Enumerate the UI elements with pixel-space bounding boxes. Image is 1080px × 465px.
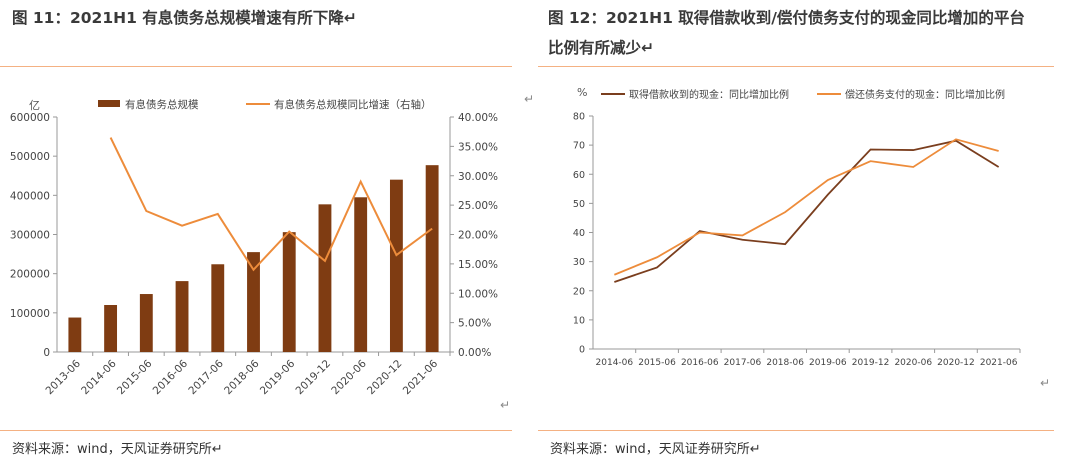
y-tick-label: 80 [573,112,585,123]
right-top-return-mark: ↵ [524,92,535,106]
legend-line-label: 有息债务总规模同比增速（右轴） [274,98,432,111]
series-line-2 [614,138,999,276]
right-y-tick-label: 25.00% [458,200,498,212]
x-tick-label: 2019-06 [258,357,298,397]
x-tick-label: 2020-06 [329,357,369,397]
x-tick-label: 2018-06 [766,358,804,368]
x-tick-label: 2014-06 [596,358,634,368]
x-tick-label: 2020-12 [365,358,405,398]
x-tick-label: 2013-06 [43,357,83,397]
right-chart-title-line2: 比例有所减少↵ [548,39,654,57]
x-tick-label: 2019-12 [294,358,334,398]
y-unit-label: 亿 [29,99,40,112]
bar [354,197,368,352]
left-y-tick-label: 100000 [10,308,50,320]
bar [211,264,225,352]
left-y-tick-label: 300000 [10,230,50,242]
bar [425,165,439,352]
legend-bar-swatch [98,100,120,107]
bar [139,294,153,352]
left-chart: 有息债务总规模 有息债务总规模同比增速（右轴） 亿 0 100000 200000 300… [10,98,498,398]
y-tick-label: 60 [573,170,585,181]
right-lines [614,138,1000,283]
right-source: 资料来源：wind，天风证券研究所↵ [550,442,761,457]
left-y-tick-label: 200000 [10,269,50,281]
x-tick-label: 2021-06 [401,357,441,397]
left-return-mark: ↵ [500,398,511,412]
bar [175,281,189,352]
left-legend: 有息债务总规模 有息债务总规模同比增速（右轴） [98,98,432,111]
x-tick-label: 2015-06 [638,358,676,368]
x-tick-label: 2017-06 [186,357,226,397]
x-tick-label: 2015-06 [115,357,155,397]
right-y-tick-label: 5.00% [458,318,491,330]
right-source-rule [538,430,1054,431]
right-y-tick-label: 35.00% [458,141,498,153]
x-tick-label: 2020-12 [937,358,975,368]
right-return-mark: ↵ [1040,376,1051,390]
x-tick-label: 2014-06 [79,357,119,397]
y-tick-label: 70 [573,141,585,152]
left-source: 资料来源：wind，天风证券研究所↵ [12,442,223,457]
legend-bar-label: 有息债务总规模 [125,98,199,111]
right-axes [589,115,1021,353]
right-legend: 取得借款收到的现金：同比增加比例 偿还债务支付的现金：同比增加比例 [601,88,1005,101]
x-tick-label: 2019-12 [852,358,890,368]
left-y-tick-label: 500000 [10,151,50,163]
right-chart: 取得借款收到的现金：同比增加比例 偿还债务支付的现金：同比增加比例 % 0 10 20 3… [573,86,1021,368]
left-y-tick-label: 400000 [10,190,50,202]
bar [282,232,296,352]
y-tick-label: 30 [573,257,585,268]
right-y-tick-label: 15.00% [458,259,498,271]
y-tick-label: 10 [573,315,585,326]
legend-label-1: 取得借款收到的现金：同比增加比例 [629,88,789,101]
left-source-rule [0,430,512,431]
y-tick-label: 40 [573,228,585,239]
x-tick-label: 2018-06 [222,357,262,397]
y-tick-label: 20 [573,286,585,297]
bar [318,204,332,352]
right-y-tick-label: 10.00% [458,288,498,300]
y-unit-label: % [577,86,587,99]
legend-label-2: 偿还债务支付的现金：同比增加比例 [845,88,1005,101]
right-y-tick-label: 0.00% [458,347,491,359]
right-chart-title-line1: 图 12：2021H1 取得借款收到/偿付债务支付的现金同比增加的平台 [548,9,1025,27]
right-y-tick-label: 30.00% [458,171,498,183]
left-y-tick-label: 0 [43,347,50,359]
bar [104,305,118,352]
right-tick-labels: % 0 10 20 30 40 50 60 70 80 2014-06 2015-06 2016-06 2… [573,86,1018,368]
x-tick-label: 2017-06 [724,358,762,368]
bar [247,252,260,352]
left-title-rule [0,66,512,67]
right-title-rule [538,66,1054,67]
left-y-tick-label: 600000 [10,112,50,124]
x-tick-label: 2020-06 [894,358,932,368]
right-y-tick-label: 40.00% [458,112,498,124]
x-tick-label: 2019-06 [809,358,847,368]
x-tick-label: 2021-06 [980,358,1018,368]
bar [389,179,403,352]
bar [68,317,82,352]
series-line-1 [614,139,1000,283]
left-bars [68,165,439,352]
x-tick-label: 2016-06 [681,358,719,368]
growth-line [109,137,433,272]
y-tick-label: 0 [579,345,585,356]
left-chart-title: 图 11：2021H1 有息债务总规模增速有所下降↵ [12,9,357,27]
left-growth-line [109,137,433,272]
y-tick-label: 50 [573,199,585,210]
right-y-tick-label: 20.00% [458,230,498,242]
x-tick-label: 2016-06 [151,357,191,397]
